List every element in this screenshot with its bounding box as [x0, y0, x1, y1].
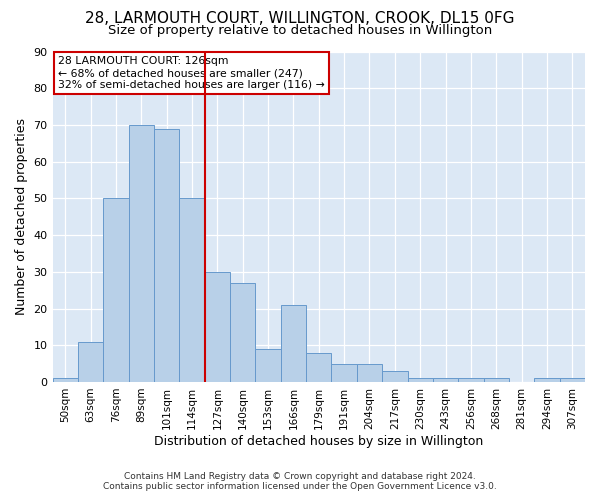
Bar [128, 125, 154, 382]
Bar [281, 305, 306, 382]
Y-axis label: Number of detached properties: Number of detached properties [15, 118, 28, 315]
Bar [433, 378, 458, 382]
Bar [53, 378, 78, 382]
Bar [78, 342, 103, 382]
Text: 28 LARMOUTH COURT: 126sqm
← 68% of detached houses are smaller (247)
32% of semi: 28 LARMOUTH COURT: 126sqm ← 68% of detac… [58, 56, 325, 90]
Bar [484, 378, 509, 382]
Bar [230, 283, 256, 382]
Text: Contains HM Land Registry data © Crown copyright and database right 2024.
Contai: Contains HM Land Registry data © Crown c… [103, 472, 497, 491]
Bar [154, 128, 179, 382]
Bar [103, 198, 128, 382]
Text: 28, LARMOUTH COURT, WILLINGTON, CROOK, DL15 0FG: 28, LARMOUTH COURT, WILLINGTON, CROOK, D… [85, 11, 515, 26]
Bar [205, 272, 230, 382]
Text: Size of property relative to detached houses in Willington: Size of property relative to detached ho… [108, 24, 492, 37]
Bar [560, 378, 585, 382]
Bar [407, 378, 433, 382]
Bar [534, 378, 560, 382]
Bar [179, 198, 205, 382]
X-axis label: Distribution of detached houses by size in Willington: Distribution of detached houses by size … [154, 434, 484, 448]
Bar [382, 371, 407, 382]
Bar [331, 364, 357, 382]
Bar [357, 364, 382, 382]
Bar [256, 349, 281, 382]
Bar [458, 378, 484, 382]
Bar [306, 352, 331, 382]
